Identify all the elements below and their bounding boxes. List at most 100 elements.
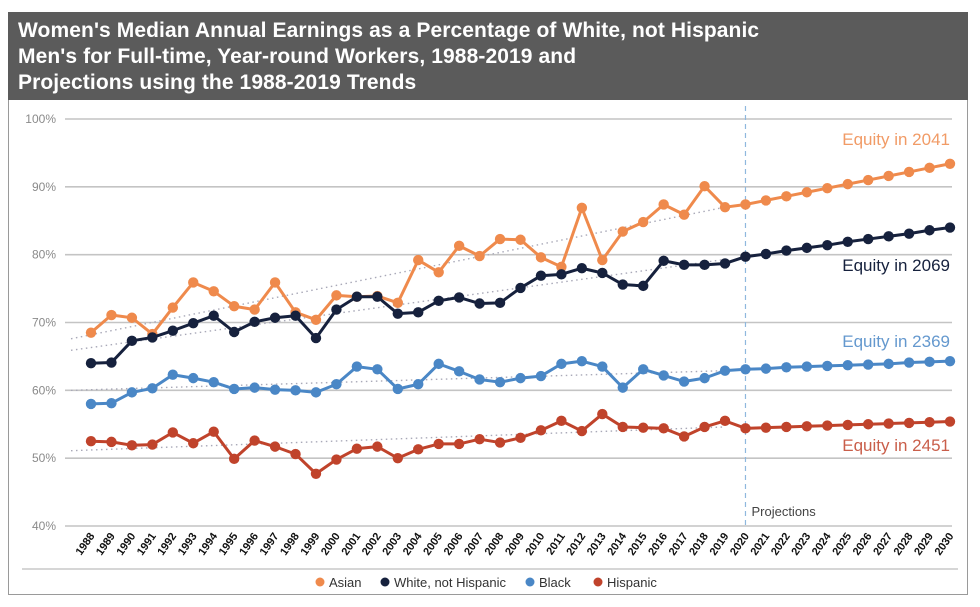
- data-point: [413, 254, 424, 266]
- data-point: [392, 297, 403, 309]
- data-point: [453, 240, 465, 252]
- x-tick-label: 2010: [524, 531, 548, 558]
- data-point: [474, 374, 485, 385]
- data-point: [515, 432, 526, 444]
- projection-label: Projections: [751, 504, 816, 519]
- y-tick-label: 60%: [32, 383, 56, 397]
- data-point: [269, 384, 281, 395]
- data-point: [167, 302, 179, 313]
- data-point: [944, 355, 956, 367]
- data-point: [740, 423, 751, 434]
- series-white-not-hispanic: [85, 222, 956, 369]
- data-point: [249, 435, 260, 446]
- data-point: [862, 233, 874, 245]
- data-point: [535, 425, 547, 436]
- x-tick-label: 2004: [401, 530, 425, 558]
- y-tick-label: 50%: [32, 451, 56, 465]
- legend-label: Asian: [329, 575, 362, 590]
- data-point: [453, 292, 465, 303]
- data-point: [515, 282, 526, 294]
- data-point: [413, 379, 424, 390]
- data-point: [658, 423, 669, 434]
- data-point: [924, 162, 935, 174]
- x-tick-label: 2003: [380, 531, 404, 558]
- data-point: [474, 298, 485, 309]
- x-tick-label: 2013: [585, 531, 609, 558]
- data-point: [310, 387, 322, 398]
- data-point: [453, 366, 465, 377]
- data-point: [617, 382, 628, 393]
- x-tick-label: 2017: [667, 531, 691, 558]
- data-point: [106, 357, 117, 368]
- data-point: [719, 365, 731, 376]
- x-tick-label: 2030: [933, 531, 957, 558]
- data-point: [658, 199, 669, 210]
- data-point: [678, 259, 690, 271]
- gridlines: [65, 118, 952, 527]
- data-point: [208, 376, 219, 388]
- data-point: [699, 180, 710, 192]
- data-point: [903, 166, 915, 178]
- legend-item: Asian: [315, 575, 362, 590]
- data-point: [740, 364, 751, 375]
- x-tick-label: 1995: [217, 531, 241, 558]
- data-point: [781, 191, 792, 202]
- data-point: [515, 234, 526, 245]
- legend-item: Black: [525, 575, 571, 590]
- data-point: [147, 332, 158, 343]
- data-point: [617, 279, 628, 290]
- x-tick-label: 2016: [646, 531, 670, 558]
- data-point: [576, 263, 588, 274]
- data-point: [494, 297, 506, 309]
- data-point: [310, 314, 322, 325]
- data-point: [903, 417, 915, 429]
- series-lines: [85, 158, 956, 479]
- data-point: [576, 202, 588, 214]
- data-point: [392, 308, 403, 319]
- data-point: [740, 251, 751, 262]
- data-point: [760, 422, 772, 433]
- data-point: [944, 416, 956, 427]
- data-point: [228, 383, 240, 395]
- data-point: [474, 250, 485, 262]
- legend-item: Hispanic: [593, 575, 657, 590]
- x-tick-label: 1993: [176, 531, 200, 558]
- data-point: [556, 415, 567, 427]
- legend-item: White, not Hispanic: [380, 575, 506, 590]
- data-point: [862, 359, 874, 370]
- data-point: [126, 312, 138, 323]
- x-tick-label: 2001: [339, 531, 363, 558]
- data-point: [167, 427, 179, 438]
- data-point: [924, 356, 935, 368]
- data-point: [944, 222, 956, 233]
- equity-label: Equity in 2069: [842, 256, 950, 275]
- data-point: [638, 280, 649, 292]
- x-tick-label: 2024: [810, 530, 834, 558]
- data-point: [494, 376, 506, 388]
- data-point: [106, 398, 117, 409]
- x-tick-label: 1994: [196, 530, 220, 558]
- x-tick-label: 1992: [155, 531, 179, 558]
- data-point: [85, 436, 97, 447]
- series-line: [90, 162, 951, 336]
- x-tick-label: 2005: [421, 531, 445, 558]
- data-point: [719, 415, 731, 427]
- data-point: [719, 258, 731, 269]
- data-point: [822, 239, 833, 251]
- x-tick-label: 2019: [708, 531, 732, 558]
- title-line-3: Projections using the 1988-2019 Trends: [18, 71, 417, 94]
- series-line: [90, 412, 951, 476]
- data-point: [535, 270, 547, 281]
- x-tick-label: 2026: [851, 531, 875, 558]
- data-point: [617, 421, 628, 433]
- data-point: [719, 201, 731, 213]
- data-point: [310, 468, 322, 479]
- legend: Asian White, not Hispanic Black Hispanic: [315, 575, 657, 590]
- data-point: [167, 369, 179, 380]
- data-point: [126, 440, 138, 451]
- x-tick-label: 1990: [114, 531, 138, 558]
- x-tick-label: 2018: [687, 531, 711, 558]
- data-point: [903, 357, 915, 368]
- data-point: [842, 360, 853, 371]
